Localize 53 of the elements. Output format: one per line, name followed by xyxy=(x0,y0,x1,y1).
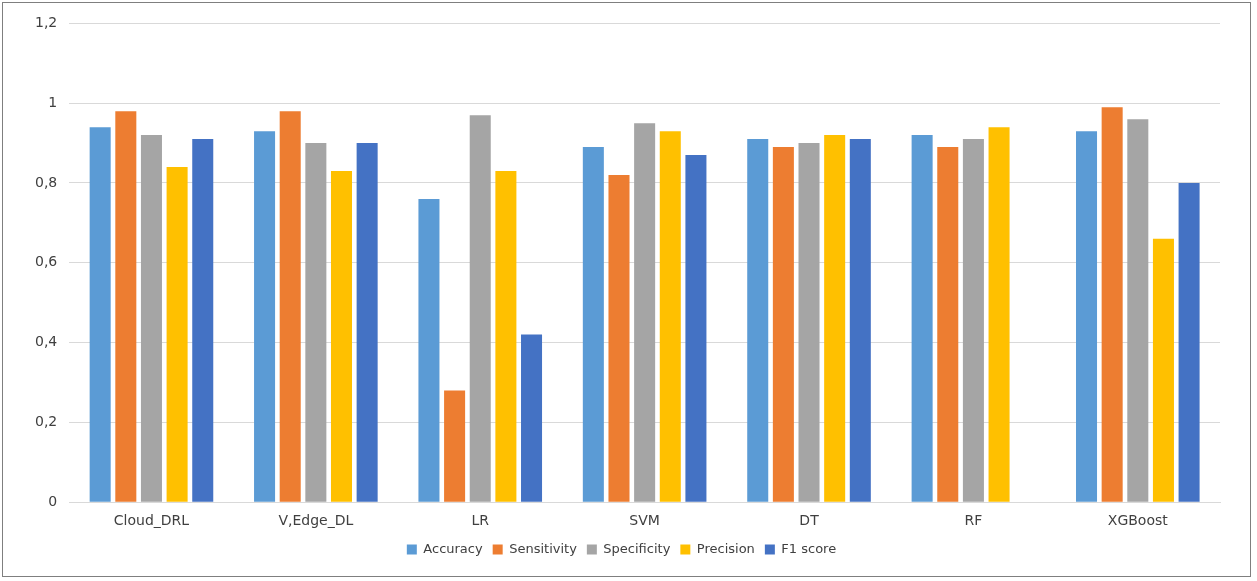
bar xyxy=(634,123,656,502)
bar xyxy=(849,139,871,502)
y-tick-label: 1 xyxy=(48,93,58,110)
bar xyxy=(1127,119,1149,502)
bar xyxy=(988,127,1010,502)
bar xyxy=(685,155,707,502)
bar xyxy=(1152,238,1174,502)
x-tick-label: XGBoost xyxy=(1107,512,1169,529)
bar xyxy=(521,334,543,502)
bar xyxy=(192,139,214,502)
bar xyxy=(659,131,681,502)
bar xyxy=(305,143,327,502)
bar xyxy=(962,139,984,502)
legend-label: Specificity xyxy=(603,540,671,556)
bar xyxy=(937,147,959,502)
x-tick-label: RF xyxy=(964,512,983,529)
x-tick-label: SVM xyxy=(629,512,660,529)
y-tick-label: 0,8 xyxy=(35,173,58,190)
x-tick-label: DT xyxy=(799,512,820,529)
y-tick-label: 0 xyxy=(48,492,58,509)
bar xyxy=(1178,183,1200,502)
bar xyxy=(418,198,440,502)
x-tick-label: V,Edge_DL xyxy=(278,512,354,529)
bar xyxy=(747,139,769,502)
bar xyxy=(772,147,794,502)
legend-label: Sensitivity xyxy=(509,540,578,556)
legend-label: Accuracy xyxy=(423,540,483,556)
bar xyxy=(89,127,111,502)
bar xyxy=(798,143,820,502)
bar xyxy=(608,175,630,502)
bar xyxy=(911,135,933,502)
bar xyxy=(330,171,353,502)
bar xyxy=(254,131,276,502)
x-tick-label: Cloud_DRL xyxy=(113,512,190,529)
bar xyxy=(1101,107,1123,502)
bar xyxy=(140,135,162,502)
bar xyxy=(1076,131,1098,502)
x-tick-label: LR xyxy=(471,512,490,529)
bar xyxy=(495,171,517,502)
y-tick-label: 0,4 xyxy=(35,333,58,350)
bar xyxy=(279,111,301,502)
bar xyxy=(824,135,846,502)
bar xyxy=(444,390,466,502)
y-tick-label: 0,2 xyxy=(35,413,58,430)
legend-label: F1 score xyxy=(781,540,837,556)
bar xyxy=(356,143,378,502)
bar xyxy=(469,115,491,502)
y-tick-label: 0,6 xyxy=(35,253,58,270)
bar xyxy=(115,111,137,502)
y-tick-label: 1,2 xyxy=(35,14,58,31)
bar xyxy=(166,167,188,502)
legend-label: Precision xyxy=(696,540,755,556)
bar xyxy=(582,147,604,502)
